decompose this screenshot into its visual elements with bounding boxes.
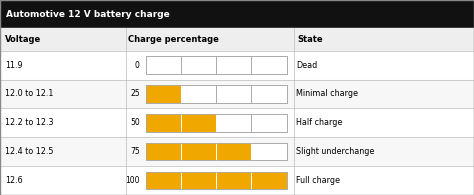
Bar [0,0,474,28]
Text: Charge percentage: Charge percentage [128,35,219,44]
Bar [0,28,474,51]
Bar [0,51,474,80]
Bar [146,85,287,103]
Text: Slight underchange: Slight underchange [296,147,374,156]
Text: Half charge: Half charge [296,118,343,127]
Text: State: State [298,35,323,44]
Text: 75: 75 [130,147,140,156]
Bar [146,85,287,103]
Bar [0,80,474,108]
Text: Automotive 12 V battery charge: Automotive 12 V battery charge [6,10,169,19]
Bar [146,143,251,160]
Bar [146,57,287,74]
Bar [146,114,216,131]
Bar [146,85,181,103]
Text: 100: 100 [125,176,140,185]
Text: Full charge: Full charge [296,176,340,185]
Bar [0,137,474,166]
Bar [146,172,287,189]
Text: 12.6: 12.6 [5,176,22,185]
Bar [146,143,287,160]
Text: Minimal charge: Minimal charge [296,90,358,98]
Bar [146,172,287,189]
Bar [146,143,287,160]
Text: 12.2 to 12.3: 12.2 to 12.3 [5,118,53,127]
Bar [0,108,474,137]
Text: Voltage: Voltage [5,35,41,44]
Bar [146,114,287,131]
Bar [146,57,287,74]
Text: 50: 50 [130,118,140,127]
Bar [146,114,287,131]
Text: 12.4 to 12.5: 12.4 to 12.5 [5,147,53,156]
Bar [146,172,287,189]
Text: 25: 25 [130,90,140,98]
Text: 11.9: 11.9 [5,61,22,70]
Text: Dead: Dead [296,61,318,70]
Text: 0: 0 [135,61,140,70]
Text: 12.0 to 12.1: 12.0 to 12.1 [5,90,53,98]
Bar [0,166,474,195]
